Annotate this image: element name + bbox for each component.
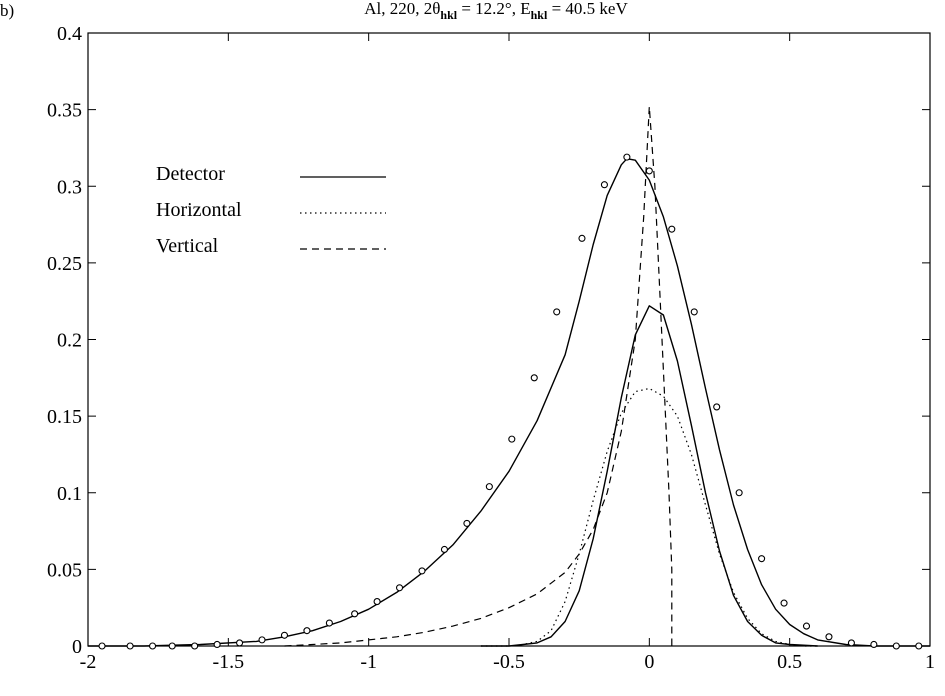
data-point-marker (668, 225, 676, 233)
y-tick-label: 0.05 (47, 559, 82, 581)
x-tick-label: -1 (360, 651, 377, 673)
data-point-marker (126, 642, 134, 650)
marker-group (98, 153, 923, 650)
data-point-marker (485, 483, 493, 491)
x-tick-label: 0 (644, 651, 654, 673)
data-point-marker (213, 640, 221, 649)
y-tick-label: 0.35 (47, 100, 82, 122)
x-tick-label: 0.5 (777, 651, 802, 673)
data-point-marker (351, 610, 359, 618)
data-point-marker (258, 636, 266, 644)
x-tick-label: -0.5 (493, 651, 525, 673)
data-point-marker (847, 639, 855, 647)
y-tick-label: 0.25 (47, 253, 82, 275)
title-element: Al (364, 0, 381, 18)
series-group (88, 105, 930, 647)
data-point-marker (303, 627, 311, 635)
data-point-marker (825, 633, 833, 641)
data-point-marker (780, 599, 788, 607)
data-point-marker (149, 642, 157, 650)
data-point-marker (530, 374, 538, 382)
data-point-marker (98, 642, 106, 650)
y-tick-label: 0.4 (57, 23, 82, 45)
title-energy-value: = 40.5 keV (547, 0, 628, 18)
y-tick-label: 0.3 (57, 176, 82, 198)
title-text: Al, 220, 2θhkl = 12.2°, Ehkl = 40.5 keV (364, 0, 628, 22)
data-point-marker (508, 435, 516, 443)
series-line-3-dotted (480, 387, 818, 647)
series-line-4-dashed (284, 105, 673, 647)
data-point-marker (802, 622, 811, 630)
title-angle-value: = 12.2° (457, 0, 512, 18)
series-line-2-solid (480, 305, 818, 647)
data-point-marker (463, 519, 471, 527)
data-point-marker (168, 642, 176, 650)
data-point-marker (645, 167, 653, 175)
y-tick-label: 0.2 (57, 330, 82, 352)
data-point-marker (690, 308, 698, 316)
y-tick-label: 0.1 (57, 483, 82, 505)
data-point-marker (578, 234, 586, 242)
title-angle-symbol: 2θ (424, 0, 441, 18)
data-point-marker (373, 598, 381, 606)
axis-tick-labels: -2 -1.5 -1 -0.5 0 0.5 1 0 0.05 0.1 0.15 0.2 0.25 0.3 0… (47, 23, 935, 673)
data-point-marker (713, 403, 721, 411)
chart-title: b) Al, 220, 2θhkl = 12.2°, Ehkl = 40.5 k… (0, 0, 628, 22)
data-point-marker (600, 181, 608, 189)
data-point-marker (553, 308, 561, 316)
y-tick-label: 0 (72, 636, 82, 658)
title-energy-symbol: E (520, 0, 530, 18)
legend: Detector Horizontal Vertical (156, 163, 386, 257)
legend-label: Detector (156, 163, 225, 185)
data-point-marker (915, 642, 923, 650)
data-point-marker (440, 545, 448, 554)
data-point-marker (325, 619, 333, 627)
title-energy-subscript: hkl (531, 8, 548, 22)
y-tick-label: 0.15 (47, 406, 82, 428)
title-angle-subscript: hkl (440, 8, 457, 22)
data-point-marker (735, 489, 743, 497)
panel-label: b) (0, 1, 14, 20)
legend-label: Horizontal (156, 199, 242, 221)
data-point-marker (236, 639, 244, 647)
legend-label: Vertical (156, 235, 219, 257)
data-point-marker (623, 153, 631, 161)
x-tick-label: -1.5 (212, 651, 244, 673)
title-reflection: 220 (390, 0, 416, 18)
data-point-marker (870, 640, 878, 649)
series-line-1-solid (88, 157, 930, 647)
data-point-marker (280, 631, 289, 639)
plot-frame (87, 32, 931, 647)
data-point-marker (758, 555, 766, 563)
data-point-marker (191, 642, 199, 650)
axis-ticks (87, 32, 931, 647)
data-point-marker (892, 642, 900, 650)
x-tick-label: -2 (80, 651, 97, 673)
x-tick-label: 1 (925, 651, 935, 673)
data-point-marker (395, 584, 404, 592)
data-point-marker (418, 567, 426, 575)
